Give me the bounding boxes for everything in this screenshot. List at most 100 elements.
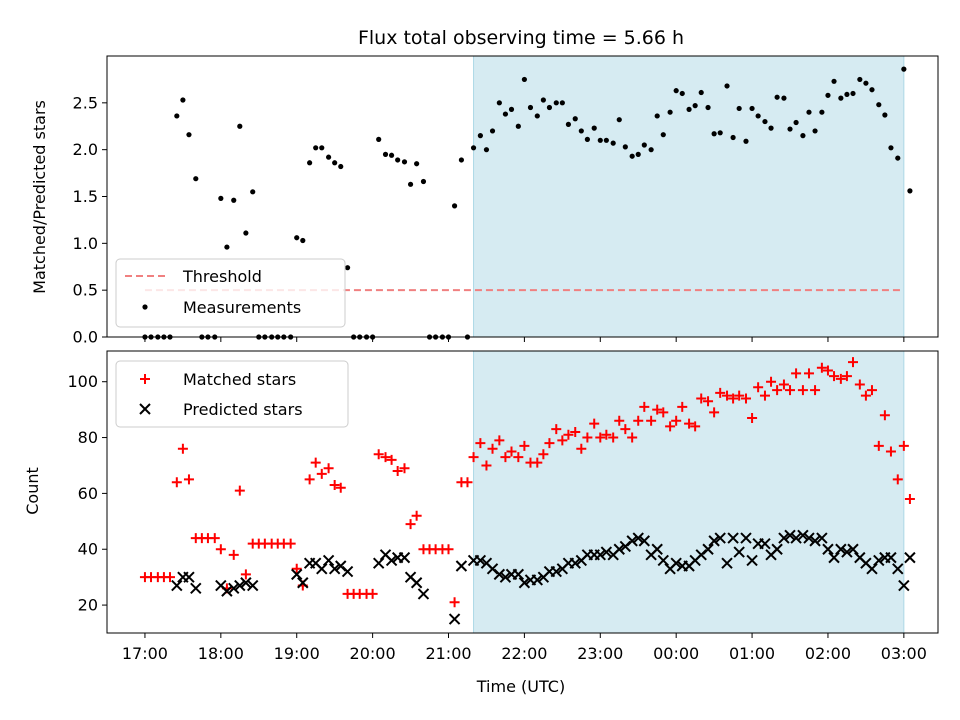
data-point bbox=[380, 452, 391, 463]
data-point bbox=[790, 532, 802, 544]
data-point bbox=[462, 477, 473, 488]
data-point bbox=[414, 161, 420, 167]
data-point bbox=[221, 585, 233, 597]
data-point bbox=[398, 551, 411, 564]
data-point bbox=[388, 152, 395, 158]
data-point bbox=[322, 554, 335, 567]
data-point bbox=[698, 89, 704, 96]
legend-label: Predicted stars bbox=[183, 400, 303, 419]
data-point bbox=[174, 113, 180, 119]
data-point bbox=[809, 535, 821, 547]
data-point bbox=[372, 557, 385, 569]
data-point bbox=[835, 373, 846, 384]
data-point bbox=[532, 457, 543, 468]
data-point bbox=[670, 557, 682, 569]
data-point bbox=[791, 368, 802, 379]
data-point bbox=[753, 382, 764, 393]
data-point bbox=[171, 579, 183, 592]
data-point bbox=[367, 588, 378, 599]
data-point bbox=[234, 579, 246, 592]
data-point bbox=[733, 546, 745, 558]
data-point bbox=[584, 136, 590, 142]
data-point bbox=[234, 485, 245, 496]
data-point bbox=[483, 147, 490, 153]
data-point bbox=[816, 362, 827, 373]
data-point bbox=[857, 76, 863, 83]
x-tick-label: 22:00 bbox=[501, 644, 547, 663]
data-point bbox=[730, 134, 736, 141]
data-point bbox=[728, 393, 739, 404]
data-point bbox=[709, 407, 720, 418]
data-point bbox=[313, 145, 319, 151]
data-point bbox=[326, 154, 332, 160]
data-point bbox=[595, 432, 606, 443]
data-point bbox=[658, 407, 669, 418]
data-point bbox=[667, 109, 673, 115]
data-point bbox=[778, 532, 790, 544]
data-point bbox=[224, 244, 230, 250]
data-point bbox=[494, 435, 505, 446]
series-matched-stars bbox=[139, 357, 915, 608]
data-point bbox=[684, 418, 695, 429]
data-point bbox=[639, 401, 650, 412]
data-point bbox=[285, 538, 296, 549]
y-tick-label: 100 bbox=[67, 372, 98, 391]
data-point bbox=[677, 401, 688, 412]
data-point bbox=[907, 188, 913, 194]
data-point bbox=[613, 543, 625, 555]
data-point bbox=[895, 155, 901, 161]
data-point bbox=[627, 432, 638, 443]
data-point bbox=[401, 159, 408, 165]
data-point bbox=[411, 510, 422, 521]
x-tick-label: 18:00 bbox=[198, 644, 244, 663]
chart-title: Flux total observing time = 5.66 h bbox=[358, 27, 684, 49]
x-tick-label: 02:00 bbox=[805, 644, 851, 663]
x-tick-label: 20:00 bbox=[350, 644, 396, 663]
data-point bbox=[746, 554, 758, 567]
data-point bbox=[873, 440, 884, 451]
data-point bbox=[778, 379, 789, 390]
data-point bbox=[576, 443, 587, 454]
data-point bbox=[651, 543, 663, 555]
x-tick-label: 23:00 bbox=[577, 644, 623, 663]
data-point bbox=[873, 554, 885, 567]
data-point bbox=[512, 568, 525, 581]
data-point bbox=[759, 537, 771, 550]
data-point bbox=[904, 551, 916, 564]
data-point bbox=[373, 449, 384, 460]
data-point bbox=[386, 454, 397, 465]
data-point bbox=[392, 466, 403, 477]
data-point bbox=[240, 569, 251, 580]
data-point bbox=[449, 597, 460, 608]
data-point bbox=[243, 230, 249, 236]
data-point bbox=[690, 421, 701, 432]
data-point bbox=[544, 438, 555, 449]
data-point bbox=[812, 128, 818, 134]
y-tick-label: 2.5 bbox=[73, 93, 98, 112]
data-point bbox=[489, 128, 496, 134]
data-point bbox=[671, 415, 682, 426]
data-point bbox=[854, 379, 865, 390]
y-tick-label: 0.5 bbox=[73, 281, 98, 300]
data-point bbox=[183, 571, 195, 583]
data-point bbox=[722, 390, 733, 401]
data-point bbox=[847, 543, 859, 555]
y-tick-label: 40 bbox=[78, 540, 98, 559]
y-tick-label: 60 bbox=[78, 484, 98, 503]
data-point bbox=[768, 125, 774, 131]
data-point bbox=[702, 543, 714, 555]
series-predicted-stars bbox=[171, 529, 916, 625]
legend-predicted-swatch bbox=[139, 403, 151, 415]
x-tick-label: 01:00 bbox=[729, 644, 775, 663]
y-tick-label: 1.5 bbox=[73, 187, 98, 206]
data-point bbox=[892, 474, 903, 485]
data-point bbox=[850, 90, 856, 97]
data-point bbox=[869, 87, 875, 93]
data-point bbox=[892, 563, 904, 575]
data-point bbox=[515, 123, 521, 129]
data-point bbox=[570, 426, 581, 437]
data-point bbox=[448, 613, 461, 625]
data-point bbox=[771, 543, 783, 555]
data-point bbox=[904, 493, 915, 504]
